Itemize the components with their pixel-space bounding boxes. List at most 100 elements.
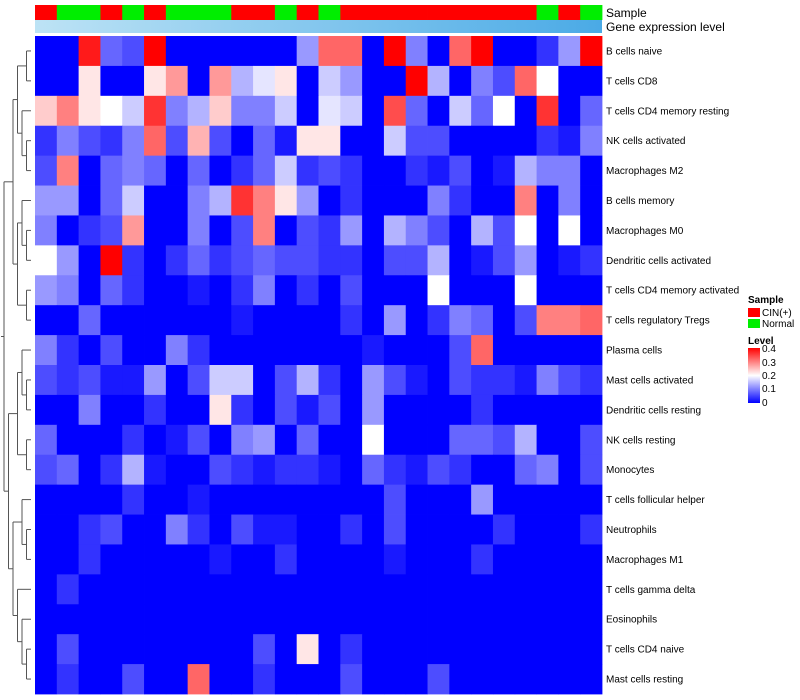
heatmap-cell-r6-c18 xyxy=(427,215,450,246)
heatmap-cell-r11-c22 xyxy=(514,365,537,396)
heatmap-cell-r20-c7 xyxy=(187,634,210,665)
heatmap-cell-r20-c20 xyxy=(471,634,494,665)
heatmap-cell-r14-c13 xyxy=(318,454,341,486)
heatmap-cell-r1-c22 xyxy=(514,65,537,97)
heatmap-cell-r16-c16 xyxy=(383,514,407,545)
heatmap-cell-r17-c21 xyxy=(492,544,516,575)
heatmap-cell-r1-c24 xyxy=(558,65,581,97)
heatmap-cell-r18-c22 xyxy=(514,574,537,605)
heatmap-cell-r10-c11 xyxy=(274,335,298,366)
heatmap-cell-r9-c22 xyxy=(514,305,537,336)
heatmap-cell-r9-c11 xyxy=(274,305,298,336)
heatmap-cell-r0-c23 xyxy=(536,36,559,67)
row-label-16: Neutrophils xyxy=(606,525,657,536)
heatmap-cell-r7-c22 xyxy=(514,245,537,276)
heatmap-cell-r3-c3 xyxy=(100,125,123,157)
heatmap-cell-r20-c21 xyxy=(492,634,516,665)
heatmap-cell-r17-c16 xyxy=(383,544,407,575)
heatmap-cell-r21-c19 xyxy=(449,664,472,695)
heatmap-cell-r17-c3 xyxy=(100,544,123,575)
heatmap-cell-r15-c1 xyxy=(56,484,80,515)
heatmap-cell-r17-c11 xyxy=(274,544,298,575)
heatmap-cell-r7-c10 xyxy=(253,245,276,276)
heatmap-cell-r18-c7 xyxy=(187,574,210,605)
heatmap-cell-r7-c4 xyxy=(122,245,145,276)
heatmap-cell-r9-c1 xyxy=(56,305,80,336)
heatmap-cell-r5-c2 xyxy=(78,185,101,216)
heatmap-cell-r3-c4 xyxy=(122,125,145,157)
heatmap-cell-r11-c6 xyxy=(165,365,189,396)
heatmap-cell-r18-c2 xyxy=(78,574,101,605)
row-label-13: NK cells resting xyxy=(606,435,675,446)
heatmap-cell-r21-c4 xyxy=(122,664,145,695)
heatmap-cell-r15-c16 xyxy=(383,484,407,515)
heatmap-cell-r21-c17 xyxy=(405,664,428,695)
heatmap-cell-r0-c21 xyxy=(492,36,516,67)
heatmap-cell-r5-c24 xyxy=(558,185,581,216)
heatmap-cell-r12-c24 xyxy=(558,394,581,426)
heatmap-cell-r15-c7 xyxy=(187,484,210,515)
heatmap-cell-r17-c9 xyxy=(231,544,254,575)
heatmap-cell-r2-c0 xyxy=(35,95,58,127)
legend-level-colorbar xyxy=(748,348,760,403)
heatmap-cell-r8-c16 xyxy=(383,275,407,306)
heatmap-cell-r4-c10 xyxy=(253,155,276,186)
heatmap-cell-r20-c11 xyxy=(274,634,298,665)
sample-cell-9 xyxy=(231,5,254,20)
heatmap-cell-r8-c22 xyxy=(514,275,537,306)
sample-cell-7 xyxy=(187,5,210,20)
heatmap-cell-r17-c15 xyxy=(362,544,385,575)
heatmap-cell-r1-c10 xyxy=(253,65,276,97)
heatmap-cell-r19-c4 xyxy=(122,604,145,635)
sample-cell-5 xyxy=(144,5,167,20)
heatmap-cell-r7-c2 xyxy=(78,245,101,276)
sample-cell-23 xyxy=(536,5,559,20)
heatmap-cell-r13-c5 xyxy=(144,424,167,456)
sample-cell-8 xyxy=(209,5,232,20)
heatmap-cell-r15-c24 xyxy=(558,484,581,515)
heatmap-cell-r13-c0 xyxy=(35,424,58,456)
sample-cell-0 xyxy=(35,5,58,20)
heatmap-cell-r0-c6 xyxy=(165,36,189,67)
heatmap-cell-r7-c0 xyxy=(35,245,58,276)
heatmap-cell-r4-c5 xyxy=(144,155,167,186)
heatmap-cell-r3-c14 xyxy=(340,125,363,157)
legend-label-normal: Normal xyxy=(762,319,794,330)
heatmap-cell-r14-c3 xyxy=(100,454,123,486)
heatmap-cell-r4-c12 xyxy=(296,155,319,186)
heatmap-cell-r21-c15 xyxy=(362,664,385,695)
heatmap-cell-r1-c6 xyxy=(165,65,189,97)
heatmap-cell-r10-c10 xyxy=(253,335,276,366)
row-label-11: Mast cells activated xyxy=(606,375,693,386)
heatmap-cell-r15-c2 xyxy=(78,484,101,515)
heatmap-cell-r21-c25 xyxy=(580,664,603,695)
sample-cell-21 xyxy=(492,5,516,20)
heatmap-cell-r11-c12 xyxy=(296,365,319,396)
heatmap-cell-r14-c1 xyxy=(56,454,80,486)
heatmap-cell-r12-c5 xyxy=(144,394,167,426)
heatmap-cell-r1-c1 xyxy=(56,65,80,97)
heatmap-cell-r20-c6 xyxy=(165,634,189,665)
heatmap-cell-r20-c24 xyxy=(558,634,581,665)
heatmap-cell-r21-c8 xyxy=(209,664,232,695)
heatmap-cell-r7-c12 xyxy=(296,245,319,276)
heatmap-cell-r11-c0 xyxy=(35,365,58,396)
heatmap-cell-r21-c18 xyxy=(427,664,450,695)
heatmap-cell-r16-c14 xyxy=(340,514,363,545)
legend-tick-0-1: 0.1 xyxy=(762,384,776,395)
heatmap-cell-r13-c1 xyxy=(56,424,80,456)
heatmap-cell-r11-c23 xyxy=(536,365,559,396)
heatmap-cell-r1-c18 xyxy=(427,65,450,97)
heatmap-cell-r2-c14 xyxy=(340,95,363,127)
heatmap-cell-r8-c14 xyxy=(340,275,363,306)
row-label-10: Plasma cells xyxy=(606,346,662,357)
heatmap-cell-r2-c20 xyxy=(471,95,494,127)
heatmap-cell-r2-c23 xyxy=(536,95,559,127)
heatmap-cell-r0-c11 xyxy=(274,36,298,67)
heatmap-cell-r1-c5 xyxy=(144,65,167,97)
heatmap-cell-r16-c22 xyxy=(514,514,537,545)
sample-cell-1 xyxy=(56,5,80,20)
heatmap-cell-r14-c23 xyxy=(536,454,559,486)
heatmap-cell-r17-c2 xyxy=(78,544,101,575)
heatmap-cell-r1-c11 xyxy=(274,65,298,97)
